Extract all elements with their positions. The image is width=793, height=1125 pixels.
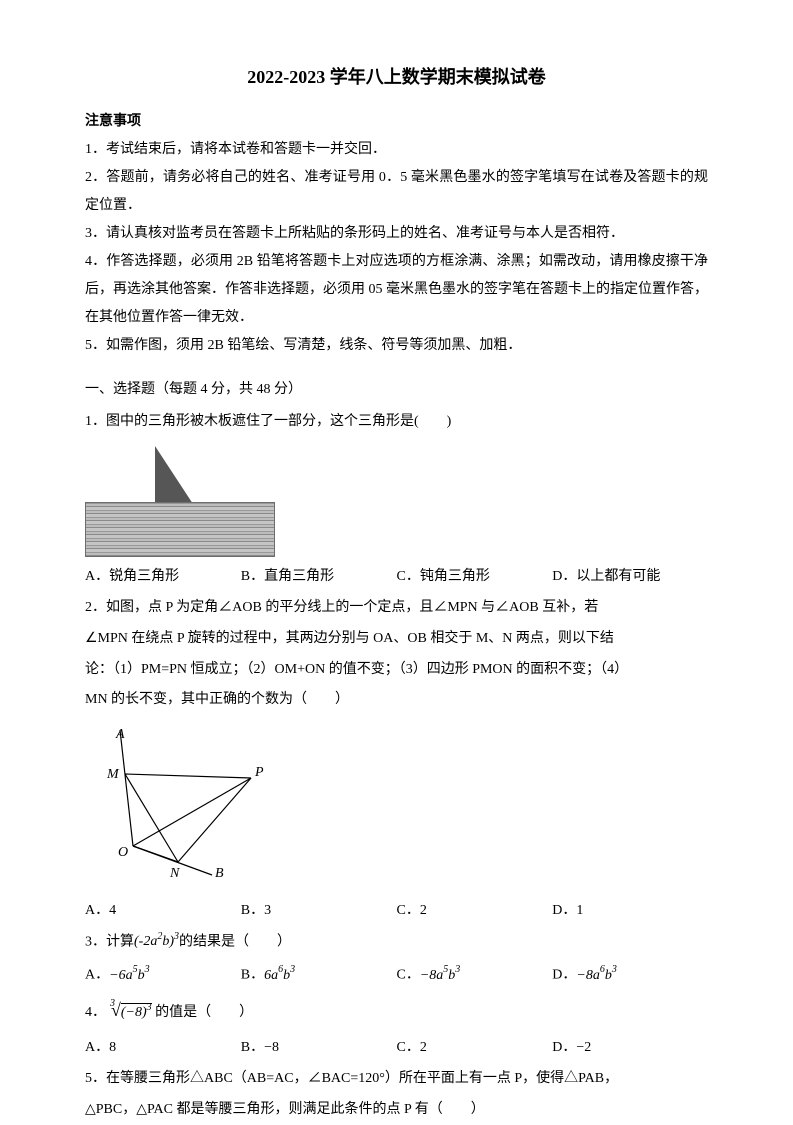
question-5-line1: 5．在等腰三角形△ABC（AB=AC，∠BAC=120°）所在平面上有一点 P，… bbox=[85, 1064, 708, 1095]
label-P: P bbox=[254, 765, 264, 780]
q3-prefix: 3．计算 bbox=[85, 934, 134, 949]
q3b-label: B． bbox=[241, 968, 264, 983]
q1-option-d: D．以上都有可能 bbox=[552, 562, 708, 593]
notice-header: 注意事项 bbox=[85, 108, 708, 136]
segment-MN bbox=[125, 774, 178, 862]
q4-option-a: A．8 bbox=[85, 1033, 241, 1064]
question-5-line2: △PBC，△PAC 都是等腰三角形，则满足此条件的点 P 有（ ） bbox=[85, 1095, 708, 1125]
wood-board bbox=[85, 502, 275, 557]
q3-expr: (-2a2b)3 bbox=[134, 934, 179, 949]
notice-item-5: 5．如需作图，须用 2B 铅笔绘、写清楚，线条、符号等须加黑、加粗． bbox=[85, 332, 708, 360]
q4-expr: 3√(−8)3 bbox=[106, 1005, 152, 1020]
q3c-expr: −8a5b3 bbox=[420, 968, 460, 983]
question-4-options: A．8 B．−8 C．2 D．−2 bbox=[85, 1033, 708, 1064]
q3-option-c: C．−8a5b3 bbox=[397, 960, 553, 991]
q3-option-d: D．−8a6b3 bbox=[552, 960, 708, 991]
question-2-line1: 2．如图，点 P 为定角∠AOB 的平分线上的一个定点，且∠MPN 与∠AOB … bbox=[85, 593, 708, 624]
q1-option-b: B．直角三角形 bbox=[241, 562, 397, 593]
segment-NP bbox=[178, 778, 251, 862]
q3d-expr: −8a6b3 bbox=[576, 968, 616, 983]
label-N: N bbox=[169, 866, 180, 879]
q2-option-a: A．4 bbox=[85, 896, 241, 927]
question-1-figure bbox=[85, 446, 275, 558]
q3-option-a: A．−6a5b3 bbox=[85, 960, 241, 991]
q2-option-d: D．1 bbox=[552, 896, 708, 927]
q4-prefix: 4． bbox=[85, 1005, 106, 1020]
label-O: O bbox=[118, 845, 128, 860]
notice-item-4: 4．作答选择题，必须用 2B 铅笔将答题卡上对应选项的方框涂满、涂黑；如需改动，… bbox=[85, 248, 708, 332]
question-2-options: A．4 B．3 C．2 D．1 bbox=[85, 896, 708, 927]
exam-title: 2022-2023 学年八上数学期末模拟试卷 bbox=[85, 60, 708, 94]
question-4-text: 4．3√(−8)3 的值是（ ） bbox=[85, 991, 708, 1031]
q3-suffix: 的结果是（ ） bbox=[179, 934, 291, 949]
q4-suffix: 的值是（ ） bbox=[152, 1005, 254, 1020]
q3d-label: D． bbox=[552, 968, 576, 983]
notice-item-1: 1．考试结束后，请将本试卷和答题卡一并交回． bbox=[85, 136, 708, 164]
q3-option-b: B．6a6b3 bbox=[241, 960, 397, 991]
notice-item-2: 2．答题前，请务必将自己的姓名、准考证号用 0．5 毫米黑色墨水的签字笔填写在试… bbox=[85, 164, 708, 220]
notice-item-3: 3．请认真核对监考员在答题卡上所粘贴的条形码上的姓名、准考证号与本人是否相符． bbox=[85, 220, 708, 248]
label-B: B bbox=[215, 866, 224, 879]
label-A: A bbox=[115, 727, 125, 742]
q2-option-b: B．3 bbox=[241, 896, 397, 927]
label-M: M bbox=[106, 767, 120, 782]
q3a-label: A． bbox=[85, 968, 109, 983]
q4-option-b: B．−8 bbox=[241, 1033, 397, 1064]
question-1-text: 1．图中的三角形被木板遮住了一部分，这个三角形是( ) bbox=[85, 408, 708, 436]
q3a-expr: −6a5b3 bbox=[109, 968, 149, 983]
q3b-expr: 6a6b3 bbox=[264, 968, 295, 983]
q3c-label: C． bbox=[397, 968, 420, 983]
question-2-figure: A M P O N B bbox=[93, 724, 708, 890]
segment-ON-part bbox=[133, 846, 178, 862]
question-3-options: A．−6a5b3 B．6a6b3 C．−8a5b3 D．−8a6b3 bbox=[85, 960, 708, 991]
section-1-header: 一、选择题（每题 4 分，共 48 分） bbox=[85, 376, 708, 404]
question-3-text: 3．计算(-2a2b)3的结果是（ ） bbox=[85, 927, 708, 958]
q4-option-d: D．−2 bbox=[552, 1033, 708, 1064]
triangle-shape bbox=[155, 446, 193, 504]
q4-option-c: C．2 bbox=[397, 1033, 553, 1064]
ray-OA bbox=[120, 730, 133, 846]
question-2-line4: MN 的长不变，其中正确的个数为（ ） bbox=[85, 685, 708, 716]
question-2-line3: 论：（1）PM=PN 恒成立；（2）OM+ON 的值不变；（3）四边形 PMON… bbox=[85, 655, 708, 686]
question-1-options: A．锐角三角形 B．直角三角形 C．钝角三角形 D．以上都有可能 bbox=[85, 562, 708, 593]
segment-OP bbox=[133, 778, 251, 846]
q2-option-c: C．2 bbox=[397, 896, 553, 927]
q1-option-a: A．锐角三角形 bbox=[85, 562, 241, 593]
geometry-diagram: A M P O N B bbox=[93, 724, 293, 879]
question-2-line2: ∠MPN 在绕点 P 旋转的过程中，其两边分别与 OA、OB 相交于 M、N 两… bbox=[85, 624, 708, 655]
segment-MP bbox=[125, 774, 251, 778]
q1-option-c: C．钝角三角形 bbox=[397, 562, 553, 593]
